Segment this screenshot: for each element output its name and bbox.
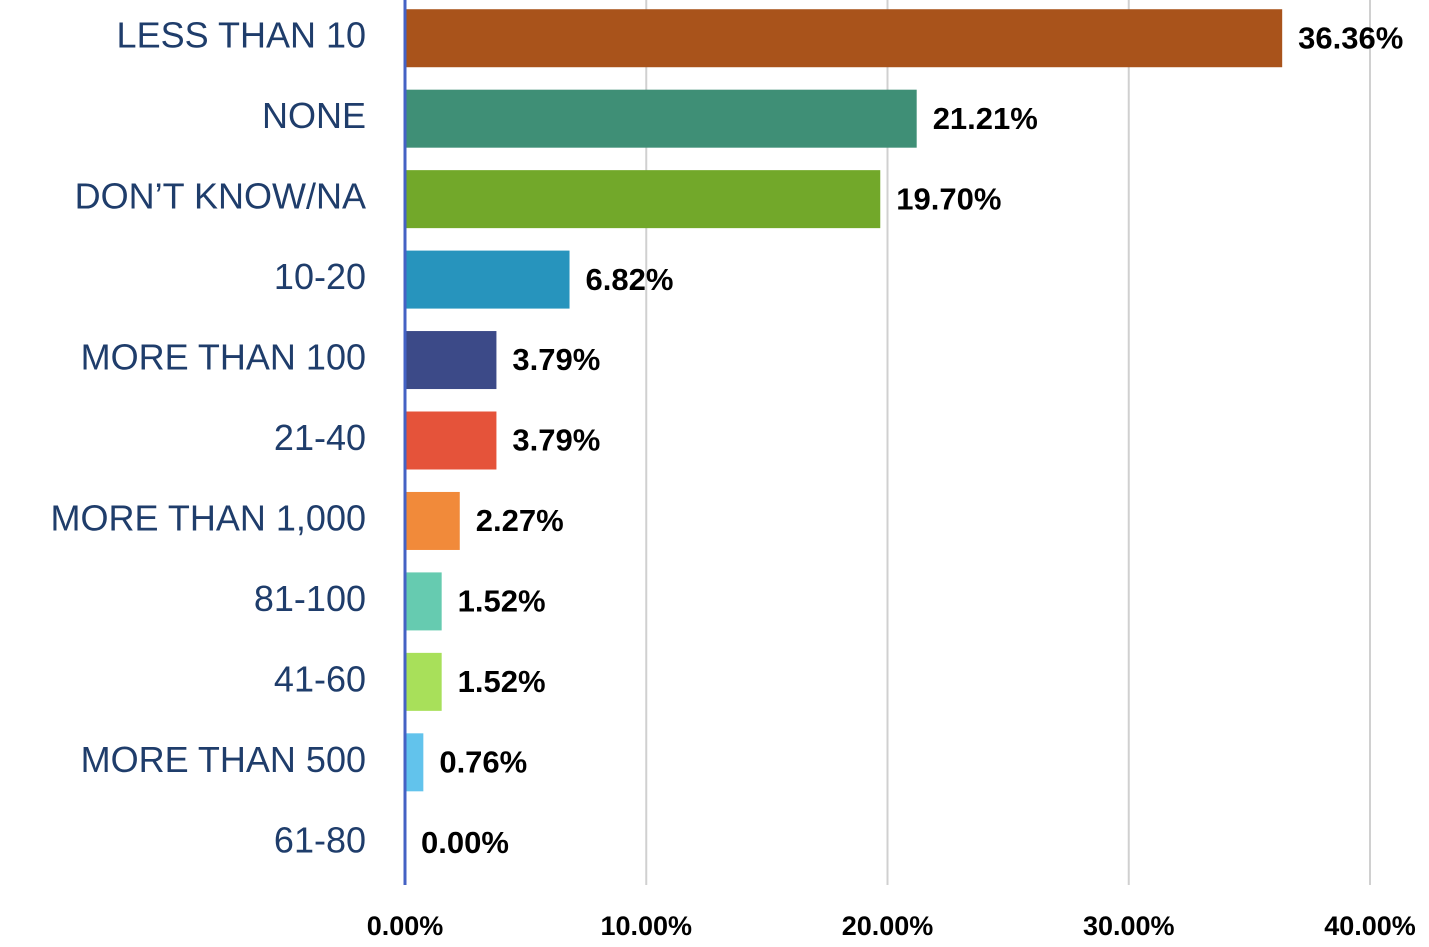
y-tick-label: 61-80	[274, 819, 366, 860]
x-tick-label: 40.00%	[1324, 911, 1416, 941]
bar	[405, 89, 917, 148]
y-tick-label: 41-60	[274, 658, 366, 699]
value-label: 21.21%	[933, 101, 1038, 136]
value-label: 6.82%	[586, 262, 674, 297]
y-tick-label: MORE THAN 1,000	[51, 497, 366, 538]
y-tick-label: LESS THAN 10	[117, 15, 366, 56]
y-tick-label: NONE	[262, 95, 366, 136]
y-tick-label: MORE THAN 500	[81, 739, 366, 780]
value-label: 2.27%	[476, 503, 564, 538]
bar	[405, 733, 424, 792]
x-tick-label: 0.00%	[367, 911, 444, 941]
value-label: 19.70%	[896, 181, 1001, 216]
bar	[405, 331, 497, 390]
value-label: 0.00%	[421, 825, 509, 860]
bar	[405, 652, 442, 711]
value-label: 0.76%	[439, 745, 527, 780]
value-label: 3.79%	[512, 342, 600, 377]
x-tick-label: 10.00%	[600, 911, 692, 941]
y-tick-label: 21-40	[274, 417, 366, 458]
value-label: 1.52%	[458, 664, 546, 699]
bar	[405, 491, 460, 550]
bar	[405, 250, 570, 309]
bar	[405, 9, 1283, 68]
x-tick-label: 30.00%	[1083, 911, 1175, 941]
y-tick-label: MORE THAN 100	[81, 337, 366, 378]
bar	[405, 572, 442, 631]
y-tick-label: 10-20	[274, 256, 366, 297]
bar	[405, 411, 497, 470]
bar	[405, 170, 881, 229]
value-label: 36.36%	[1298, 20, 1403, 55]
y-tick-label: DON’T KNOW/NA	[75, 176, 366, 217]
value-label: 3.79%	[512, 423, 600, 458]
x-tick-label: 20.00%	[842, 911, 934, 941]
y-tick-label: 81-100	[254, 578, 366, 619]
value-label: 1.52%	[458, 584, 546, 619]
